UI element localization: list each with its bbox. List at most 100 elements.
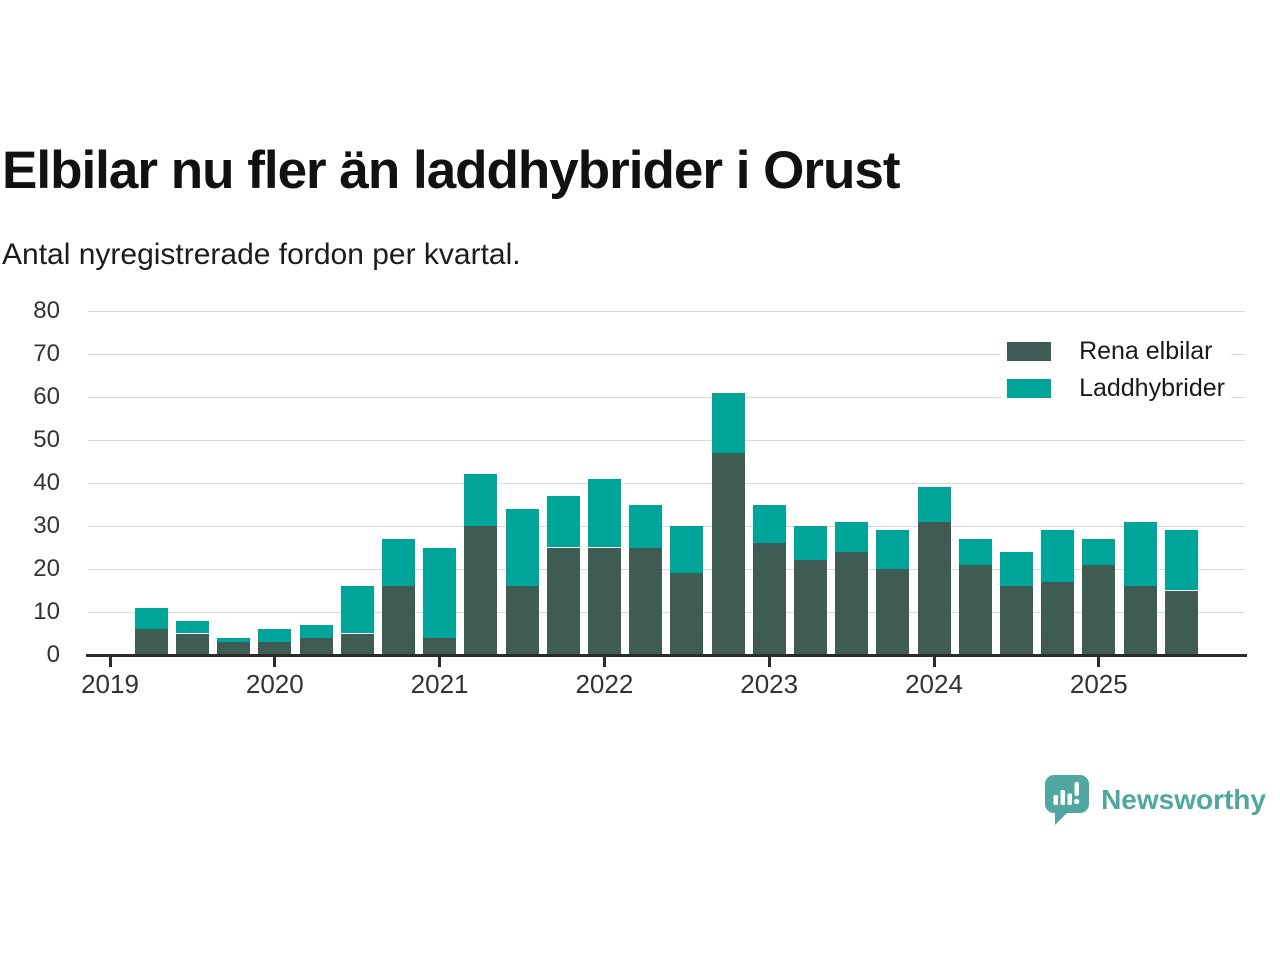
bar-2021-Q4-electric <box>546 547 580 655</box>
legend-row-hybrid: Laddhybrider <box>1007 370 1225 407</box>
bar-2020-Q4-hybrid <box>381 538 415 587</box>
bar-2022-Q4-hybrid <box>711 392 745 453</box>
x-tick-label-2024: 2024 <box>905 669 963 699</box>
brand-name: Newsworthy <box>1101 784 1266 815</box>
y-tick-label-40: 40 <box>33 469 60 496</box>
bar-2023-Q3-electric <box>835 551 869 655</box>
bar-2021-Q1-hybrid <box>423 547 457 638</box>
x-tick-label-2019: 2019 <box>81 669 139 699</box>
bar-2020-Q1-electric <box>258 642 292 655</box>
bar-2021-Q3-hybrid <box>505 508 539 587</box>
bar-2023-Q3-hybrid <box>835 521 869 552</box>
bar-2021-Q2-hybrid <box>464 474 498 526</box>
bar-2025-Q3-electric <box>1164 590 1198 655</box>
gridline-80 <box>88 310 1245 312</box>
legend-swatch-electric <box>1007 342 1052 361</box>
gridline-10 <box>88 611 1245 613</box>
bar-2020-Q4-electric <box>381 586 415 655</box>
gridline-40 <box>88 482 1245 484</box>
y-tick-label-80: 80 <box>33 297 60 324</box>
y-tick-label-30: 30 <box>33 512 60 539</box>
chart-subtitle: Antal nyregistrerade fordon per kvartal. <box>2 238 521 271</box>
bar-2024-Q1-hybrid <box>917 487 951 522</box>
bar-2024-Q3-hybrid <box>999 551 1033 587</box>
x-tick-label-2023: 2023 <box>740 669 799 699</box>
legend-row-electric: Rena elbilar <box>1007 333 1225 370</box>
bar-2020-Q2-hybrid <box>299 624 333 638</box>
bar-2025-Q2-hybrid <box>1123 521 1157 587</box>
legend-label-hybrid: Laddhybrider <box>1079 374 1225 402</box>
bar-2024-Q4-electric <box>1041 581 1075 655</box>
x-tick-label-2025: 2025 <box>1069 669 1128 699</box>
bar-2022-Q4-electric <box>711 452 745 655</box>
y-tick-label-70: 70 <box>33 340 60 367</box>
bar-2023-Q4-hybrid <box>876 530 910 569</box>
gridline-30 <box>88 525 1245 527</box>
plot-area: Rena elbilar Laddhybrider <box>88 310 1245 655</box>
bar-2024-Q4-hybrid <box>1041 530 1075 582</box>
x-tick-label-2020: 2020 <box>245 669 304 699</box>
bar-2020-Q2-electric <box>299 637 333 655</box>
bar-2022-Q1-electric <box>587 547 621 655</box>
bar-2023-Q1-hybrid <box>752 504 786 544</box>
newsworthy-brand: Newsworthy <box>1043 774 1266 826</box>
x-tick-label-2022: 2022 <box>575 669 634 699</box>
bar-2023-Q1-electric <box>752 543 786 655</box>
bar-2024-Q2-electric <box>958 564 992 655</box>
gridline-70 <box>88 353 1245 355</box>
gridline-20 <box>88 568 1245 570</box>
bar-2024-Q2-hybrid <box>958 538 992 565</box>
y-tick-label-10: 10 <box>33 598 60 625</box>
bar-2021-Q4-hybrid <box>546 495 580 548</box>
bar-2022-Q3-hybrid <box>670 526 704 574</box>
bar-2019-Q4-electric <box>217 642 251 655</box>
bar-2022-Q2-electric <box>629 547 663 655</box>
bar-2025-Q1-hybrid <box>1082 538 1116 565</box>
bar-2020-Q3-hybrid <box>340 586 374 634</box>
newsworthy-logo-icon <box>1045 775 1090 825</box>
x-tick-2020 <box>273 657 277 667</box>
bar-2021-Q3-electric <box>505 586 539 655</box>
bar-2023-Q2-electric <box>793 560 827 655</box>
bar-2025-Q2-electric <box>1123 586 1157 655</box>
bar-2020-Q1-hybrid <box>258 629 292 643</box>
y-tick-label-50: 50 <box>33 426 60 453</box>
y-tick-label-20: 20 <box>33 555 60 582</box>
x-tick-2025 <box>1097 657 1101 667</box>
bar-2022-Q3-electric <box>670 573 704 655</box>
bar-2019-Q4-hybrid <box>217 637 251 643</box>
bar-2019-Q2-hybrid <box>134 607 168 630</box>
bar-2024-Q1-electric <box>917 521 951 655</box>
x-tick-2023 <box>767 657 771 667</box>
gridline-60 <box>88 396 1245 398</box>
bar-2021-Q2-electric <box>464 526 498 655</box>
x-tick-2021 <box>438 657 442 667</box>
bar-2019-Q3-electric <box>175 633 209 655</box>
bar-2019-Q3-hybrid <box>175 620 209 634</box>
bar-2025-Q3-hybrid <box>1164 530 1198 591</box>
y-axis-labels: 0 10 20 30 40 50 60 70 80 <box>0 297 60 668</box>
bar-2020-Q3-electric <box>340 633 374 655</box>
x-tick-2024 <box>932 657 936 667</box>
chart-title: Elbilar nu fler än laddhybrider i Orust <box>2 141 901 200</box>
bar-2023-Q2-hybrid <box>793 526 827 561</box>
y-tick-label-60: 60 <box>33 383 60 410</box>
y-tick-label-0: 0 <box>46 641 60 668</box>
chart-legend: Rena elbilar Laddhybrider <box>1001 331 1231 409</box>
bar-2025-Q1-electric <box>1082 564 1116 655</box>
bar-2022-Q1-hybrid <box>587 478 621 548</box>
bar-2023-Q4-electric <box>876 569 910 655</box>
x-tick-2022 <box>602 657 606 667</box>
x-axis: 2019 2020 2021 2022 2023 2024 2025 <box>81 654 1245 704</box>
x-axis-line <box>86 654 1247 657</box>
x-tick-label-2021: 2021 <box>410 669 469 699</box>
bar-2019-Q2-electric <box>134 629 168 655</box>
legend-swatch-hybrid <box>1007 379 1052 398</box>
bar-2021-Q1-electric <box>423 637 457 655</box>
x-tick-2019 <box>108 657 112 667</box>
gridline-50 <box>88 439 1245 441</box>
legend-label-electric: Rena elbilar <box>1079 337 1213 365</box>
bar-2022-Q2-hybrid <box>629 504 663 548</box>
bar-2024-Q3-electric <box>999 586 1033 655</box>
